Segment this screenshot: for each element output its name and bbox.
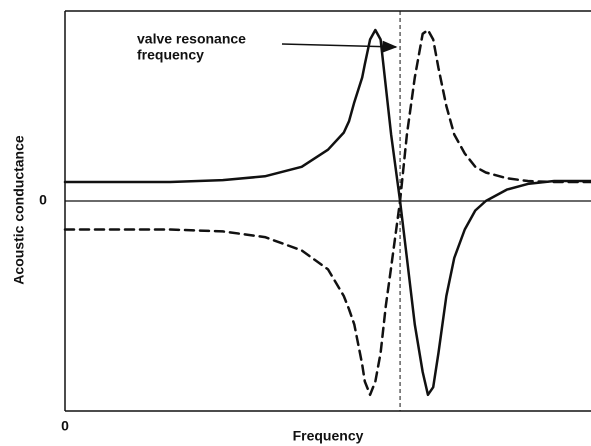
annotation: frequency [137,47,204,63]
y-tick-label: 0 [39,192,47,208]
x-axis-label: Frequency [293,428,364,444]
y-axis-label: Acoustic conductance [11,135,27,285]
axes-frame [64,10,591,412]
annotation: valve resonance [137,31,246,47]
annotation-arrow [281,40,398,53]
series-line [63,28,591,397]
x-tick-label: 0 [61,418,69,434]
series-line [63,28,591,397]
